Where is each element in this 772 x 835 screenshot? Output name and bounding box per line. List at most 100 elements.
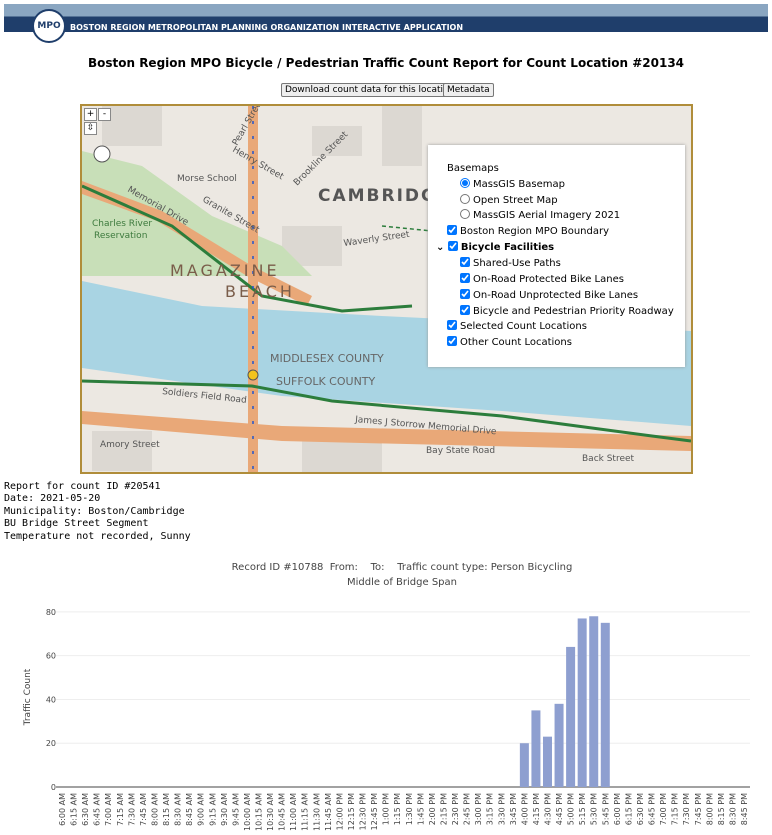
layer-option[interactable]: Selected Count Locations: [447, 320, 587, 332]
bar: [542, 736, 552, 787]
x-tick-label: 8:30 AM: [174, 793, 183, 826]
x-tick-label: 11:00 AM: [289, 793, 298, 831]
checkbox[interactable]: [447, 320, 457, 330]
x-tick-label: 12:30 PM: [359, 793, 368, 830]
x-tick-label: 8:15 AM: [162, 793, 171, 826]
checkbox[interactable]: [447, 336, 457, 346]
x-tick-label: 1:15 PM: [393, 793, 402, 825]
layer-label: MassGIS Aerial Imagery 2021: [473, 210, 621, 221]
x-tick-label: 7:45 PM: [694, 793, 703, 825]
y-tick-label: 60: [46, 652, 56, 661]
x-tick-label: 8:00 AM: [150, 793, 159, 826]
map-label: Reservation: [94, 231, 147, 241]
page-title: Boston Region MPO Bicycle / Pedestrian T…: [87, 56, 685, 70]
x-tick-label: 6:00 AM: [58, 793, 67, 826]
checkbox[interactable]: [447, 225, 457, 235]
x-tick-label: 5:45 PM: [601, 793, 610, 825]
x-tick-label: 6:45 PM: [648, 793, 657, 825]
layer-label: On-Road Unprotected Bike Lanes: [473, 290, 639, 301]
metadata-button[interactable]: Metadata: [443, 83, 494, 97]
x-tick-label: 6:00 PM: [613, 793, 622, 825]
report-line: Municipality: Boston/Cambridge: [4, 505, 185, 517]
x-tick-label: 6:15 PM: [624, 793, 633, 825]
x-tick-label: 7:15 AM: [116, 793, 125, 826]
checkbox[interactable]: [460, 257, 470, 267]
map-label: MAGAZINE: [170, 261, 280, 280]
layer-heading: Basemaps: [447, 163, 499, 174]
report-line: Report for count ID #20541: [4, 481, 161, 492]
map-label: MIDDLESEX COUNTY: [270, 352, 384, 365]
checkbox[interactable]: [460, 289, 470, 299]
download-button[interactable]: Download count data for this location: [281, 83, 459, 97]
bar: [577, 618, 587, 787]
x-tick-label: 7:15 PM: [671, 793, 680, 825]
x-tick-label: 4:45 PM: [555, 793, 564, 825]
report-line: Temperature not recorded, Sunny: [4, 530, 191, 542]
layer-option[interactable]: Boston Region MPO Boundary: [447, 225, 609, 237]
x-tick-label: 3:15 PM: [486, 793, 495, 825]
zoom-extent[interactable]: ⇳: [84, 122, 97, 135]
x-tick-label: 7:45 AM: [139, 793, 148, 826]
layer-option[interactable]: Shared-Use Paths: [460, 257, 561, 269]
x-tick-label: 10:00 AM: [243, 793, 252, 831]
bar: [600, 622, 610, 787]
bar: [554, 703, 564, 787]
y-axis-label: Traffic Count: [23, 668, 33, 726]
layer-option[interactable]: MassGIS Basemap: [460, 178, 565, 190]
checkbox[interactable]: [460, 273, 470, 283]
x-tick-label: 11:15 AM: [301, 793, 310, 831]
x-tick-label: 6:45 AM: [93, 793, 102, 826]
layer-label: Bicycle Facilities: [460, 242, 555, 253]
x-tick-label: 2:00 PM: [428, 793, 437, 825]
map-label: SUFFOLK COUNTY: [276, 375, 376, 388]
checkbox[interactable]: [460, 305, 470, 315]
map-label: Back Street: [582, 454, 635, 464]
zoom-in[interactable]: +: [84, 108, 97, 121]
x-tick-label: 12:45 PM: [370, 793, 379, 830]
x-tick-label: 7:00 AM: [104, 793, 113, 826]
x-tick-label: 4:30 PM: [543, 793, 552, 825]
x-tick-label: 11:30 AM: [312, 793, 321, 831]
radio[interactable]: [460, 178, 470, 188]
report-info: Report for count ID #20541 Date: 2021-05…: [4, 481, 191, 543]
layer-option[interactable]: Other Count Locations: [447, 336, 572, 348]
map-label: Morse School: [177, 174, 237, 184]
y-tick-label: 40: [46, 695, 56, 704]
x-tick-label: 9:15 AM: [208, 793, 217, 826]
x-tick-label: 3:45 PM: [509, 793, 518, 825]
bar: [589, 616, 599, 787]
x-tick-label: 6:15 AM: [70, 793, 79, 826]
x-tick-label: 1:00 PM: [382, 793, 391, 825]
y-tick-label: 80: [46, 608, 56, 617]
x-tick-label: 5:30 PM: [590, 793, 599, 825]
radio[interactable]: [460, 209, 470, 219]
layer-label: Open Street Map: [473, 195, 558, 206]
radio[interactable]: [460, 194, 470, 204]
layer-label: Other Count Locations: [460, 337, 572, 348]
x-tick-label: 5:15 PM: [578, 793, 587, 825]
layer-option[interactable]: Bicycle and Pedestrian Priority Roadway: [460, 305, 674, 317]
layer-option[interactable]: On-Road Unprotected Bike Lanes: [460, 289, 638, 301]
layer-option[interactable]: On-Road Protected Bike Lanes: [460, 273, 624, 285]
x-tick-label: 4:00 PM: [520, 793, 529, 825]
x-tick-label: 8:15 PM: [717, 793, 726, 825]
x-tick-label: 8:30 PM: [728, 793, 737, 825]
checkbox[interactable]: [447, 241, 458, 251]
layer-label: Boston Region MPO Boundary: [460, 226, 610, 237]
chart-title: Record ID #10788 From: To: Traffic count…: [232, 562, 573, 573]
layer-label: Selected Count Locations: [460, 321, 587, 332]
x-tick-label: 6:30 AM: [81, 793, 90, 826]
layer-option[interactable]: MassGIS Aerial Imagery 2021: [460, 209, 620, 221]
header-bar: [4, 4, 768, 32]
x-tick-label: 8:00 PM: [705, 793, 714, 825]
x-tick-label: 1:30 PM: [405, 793, 414, 825]
bar: [519, 743, 529, 787]
layer-label: Bicycle and Pedestrian Priority Roadway: [473, 306, 674, 317]
x-tick-label: 3:00 PM: [474, 793, 483, 825]
layer-option[interactable]: ⌄ Bicycle Facilities: [436, 241, 555, 253]
x-tick-label: 1:45 PM: [416, 793, 425, 825]
layer-option[interactable]: Open Street Map: [460, 194, 558, 206]
zoom-out[interactable]: -: [98, 108, 111, 121]
map-label: CAMBRIDGE: [318, 186, 451, 206]
x-tick-label: 2:15 PM: [439, 793, 448, 825]
